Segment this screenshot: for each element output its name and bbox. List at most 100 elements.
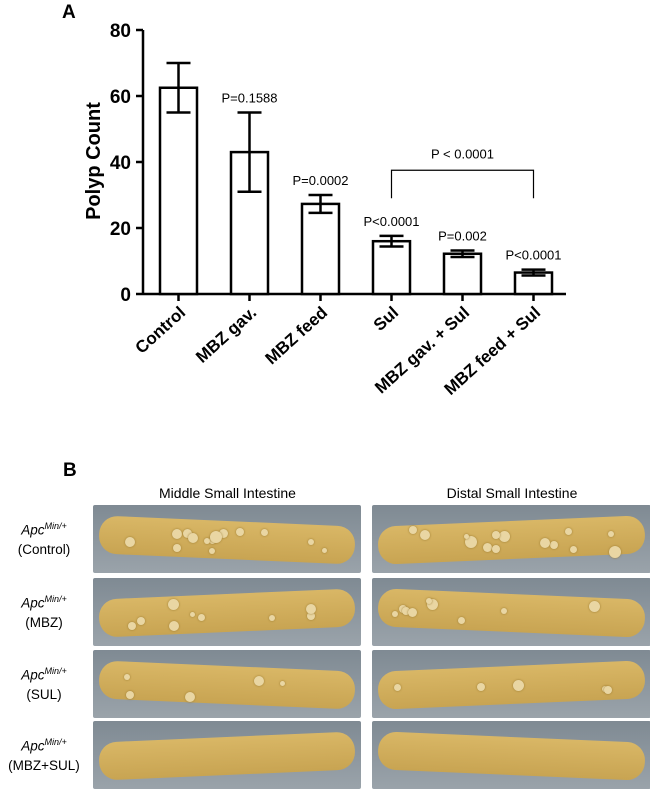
polyp <box>172 543 181 552</box>
polyp <box>168 620 179 631</box>
bracket-line <box>390 169 535 199</box>
polyp <box>188 533 199 544</box>
polyp <box>125 536 136 547</box>
polyp <box>603 686 612 695</box>
polyp <box>269 614 276 621</box>
y-tick-label: 80 <box>110 21 131 42</box>
bar <box>300 202 341 296</box>
panel-b-letter: B <box>63 460 77 481</box>
intestine-photo-distal <box>372 578 650 646</box>
row-label: ApcMin/+ (MBZ) <box>0 590 88 632</box>
p-value-label: P=0.002 <box>438 228 487 243</box>
polyp <box>168 598 180 610</box>
polyp <box>513 680 525 692</box>
polyp <box>280 680 286 686</box>
genotype-superscript: Min/+ <box>44 737 67 747</box>
polyp <box>190 612 196 618</box>
polyp <box>123 674 130 681</box>
polyp <box>203 538 210 545</box>
polyp <box>306 612 315 621</box>
polyp <box>394 684 402 692</box>
polyp <box>197 614 205 622</box>
p-value-label: P<0.0001 <box>505 248 561 263</box>
error-bars <box>166 61 546 277</box>
intestine-photo-distal <box>372 650 650 718</box>
polyp <box>499 530 511 542</box>
intestine-tissue <box>98 660 356 710</box>
p-value-annotations: P=0.1588 P=0.0002 P<0.0001 P=0.002 P<0.0001 <box>221 91 561 263</box>
significance-bracket: P < 0.0001 <box>390 146 535 199</box>
x-tick-label: MBZ gav. <box>192 303 260 367</box>
polyp <box>172 529 183 540</box>
y-tick-label: 60 <box>110 87 131 108</box>
intestine-tissue <box>377 731 646 781</box>
polyp <box>491 531 500 540</box>
genotype-superscript: Min/+ <box>44 666 67 676</box>
x-tick-label: Control <box>132 303 190 358</box>
group-name: (SUL) <box>26 686 62 702</box>
intestine-tissue <box>377 660 646 710</box>
y-ticks: 0 20 40 60 80 <box>110 21 143 306</box>
polyp <box>402 606 411 615</box>
polyp <box>219 529 229 539</box>
row-label: ApcMin/+ (SUL) <box>0 662 88 704</box>
polyp <box>457 616 465 624</box>
bar <box>158 86 199 296</box>
panel-a-letter: A <box>62 2 76 23</box>
intestine-tissue <box>98 515 356 565</box>
p-value-label: P=0.1588 <box>221 91 277 106</box>
bar <box>371 239 412 296</box>
polyp <box>570 545 578 553</box>
gene-name: Apc <box>21 595 45 611</box>
polyp <box>392 610 399 617</box>
polyp <box>477 682 486 691</box>
y-tick-label: 40 <box>110 153 131 174</box>
polyp <box>322 548 328 554</box>
polyp <box>185 692 195 703</box>
genotype-superscript: Min/+ <box>44 594 67 604</box>
polyp <box>128 621 137 630</box>
polyp <box>588 601 600 613</box>
polyp <box>426 598 433 605</box>
intestine-photo-distal <box>372 505 650 573</box>
polyp <box>235 527 244 536</box>
polyp <box>549 540 558 549</box>
polyp <box>306 603 317 614</box>
polyp <box>261 528 269 536</box>
polyp <box>125 691 134 700</box>
intestine-tissue <box>98 588 356 638</box>
polyp <box>183 528 193 538</box>
polyp <box>209 530 222 543</box>
row-label: ApcMin/+ (MBZ+SUL) <box>0 733 88 775</box>
intestine-tissue <box>377 588 646 638</box>
polyp <box>407 607 417 617</box>
polyp <box>408 526 417 535</box>
x-tick-label: Sul <box>370 303 402 335</box>
p-value-label: P<0.0001 <box>363 214 419 229</box>
group-name: (MBZ) <box>25 614 63 630</box>
group-name: (Control) <box>17 541 71 557</box>
polyp <box>501 607 508 614</box>
gene-name: Apc <box>21 522 45 538</box>
bracket-label: P < 0.0001 <box>431 146 494 161</box>
y-axis-label: Polyp Count <box>83 102 105 220</box>
genotype-superscript: Min/+ <box>44 521 67 531</box>
intestine-photo-distal <box>372 721 650 789</box>
gene-name: Apc <box>21 738 45 754</box>
bars <box>158 86 554 296</box>
intestine-photo-middle <box>93 505 361 573</box>
group-name: (MBZ+SUL) <box>8 757 80 773</box>
gene-name: Apc <box>21 667 45 683</box>
polyp <box>564 528 572 536</box>
intestine-photo-middle <box>93 578 361 646</box>
polyp <box>253 676 264 687</box>
row-label: ApcMin/+ (Control) <box>0 517 88 559</box>
polyp <box>483 543 492 553</box>
column-header-distal: Distal Small Intestine <box>446 485 578 501</box>
polyp <box>136 617 145 626</box>
polyp-count-chart: A Polyp Count 0 20 40 60 80 P=0.1588 P=0.0002… <box>62 2 566 399</box>
polyp <box>540 538 551 549</box>
polyp <box>608 545 621 558</box>
polyp <box>608 530 615 537</box>
polyp <box>209 547 216 554</box>
